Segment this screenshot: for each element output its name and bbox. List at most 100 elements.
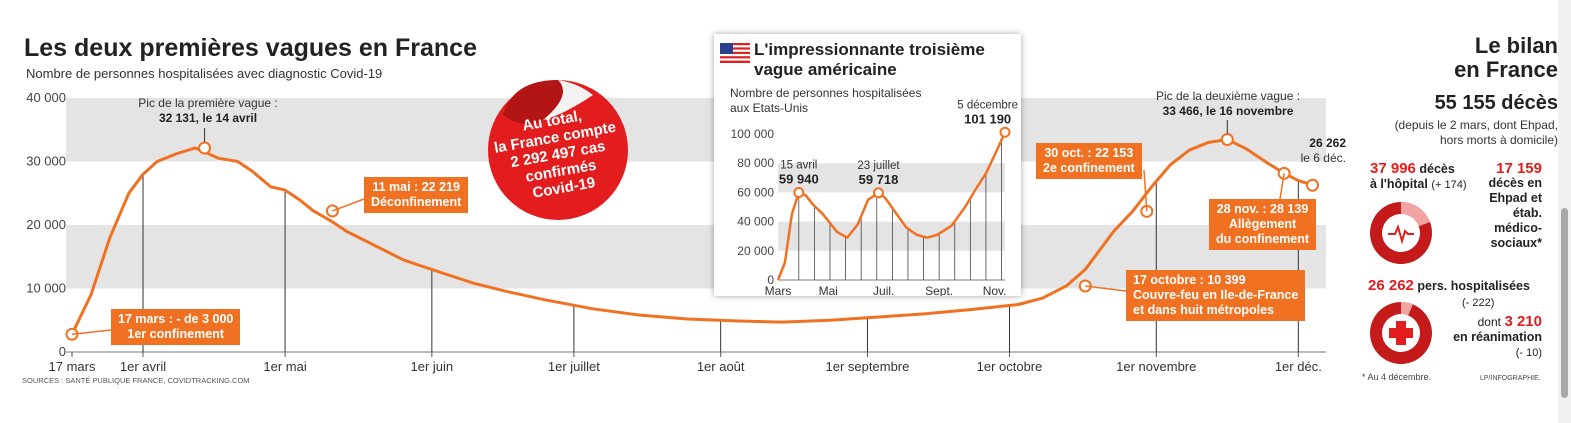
inset-title-line1: L'impressionnante troisième — [754, 40, 985, 59]
x-tick-label: 17 mars — [49, 359, 96, 374]
x-tick-label: 1er octobre — [977, 359, 1043, 374]
callout-11-mai-line1: 11 mai : 22 219 — [372, 180, 460, 194]
callout-connector — [71, 329, 112, 335]
callout-connector — [1279, 173, 1285, 200]
callout-30-oct-line1: 30 oct. : 22 153 — [1044, 146, 1134, 160]
inset-annotation-value: 101 190 — [964, 111, 1011, 126]
footnote: * Au 4 décembre. — [1362, 372, 1432, 382]
callout-connector — [332, 198, 365, 212]
peak2-label: Pic de la deuxième vague : — [1155, 89, 1301, 103]
icu-value: 3 210 — [1504, 313, 1542, 330]
deaths-donut — [1370, 202, 1432, 264]
callout-28-nov-line1: 28 nov. : 28 139 — [1216, 202, 1309, 216]
x-tick-label: 1er juillet — [548, 359, 600, 374]
peak1-label: Pic de la première vague : — [138, 96, 278, 110]
peak1-annotation: Pic de la première vague : 32 131, le 14… — [118, 96, 298, 126]
peak2-value: 33 466, le 16 novembre — [1162, 104, 1294, 118]
peak2-annotation: Pic de la deuxième vague : 33 466, le 16… — [1133, 89, 1323, 119]
inset-grid-band — [778, 221, 1005, 251]
ehpad-deaths: 17 159 décès en Ehpad et étab. médico- s… — [1470, 161, 1542, 251]
callout-17-mars: 17 mars : - de 3 000 1er confinement — [111, 309, 241, 345]
ehpad-line2: Ehpad et — [1489, 191, 1542, 205]
callout-17-octobre-line1: 17 octobre : 10 399 — [1133, 273, 1246, 287]
x-tick-label: 1er juin — [411, 359, 454, 374]
us-flag-icon — [720, 43, 750, 63]
total-deaths-note-line2: hors morts à domicile) — [1439, 133, 1558, 147]
y-tick-label: 30 000 — [26, 154, 66, 169]
callout-28-nov: 28 nov. : 28 139 Allègement du confineme… — [1209, 199, 1317, 250]
us-inset: 0 20 000 40 000 60 000 80 000 100 000 15 avril… — [714, 34, 1021, 296]
inset-subtitle-line2: aux Etats-Unis — [730, 101, 809, 115]
hospital-deaths-label: décès — [1419, 162, 1455, 176]
series-line — [70, 137, 1314, 335]
chart-title: Les deux premières vagues en France — [24, 34, 477, 62]
ehpad-deaths-value: 17 159 — [1496, 160, 1542, 177]
total-deaths: 55 155 décès — [1434, 92, 1558, 114]
inset-y-tick-label: 40 000 — [737, 215, 774, 229]
x-tick-label: 1er août — [697, 359, 745, 374]
y-tick-label: 20 000 — [26, 217, 66, 232]
inset-x-tick-label: Nov. — [983, 284, 1007, 296]
ehpad-line1: décès en — [1488, 176, 1542, 190]
us-inset-chart: 0 20 000 40 000 60 000 80 000 100 000 15 avril… — [731, 99, 1018, 296]
data-marker — [1306, 178, 1320, 192]
icu: dont 3 210 en réanimation (- 10) — [1442, 314, 1542, 361]
deaths-donut-hole — [1382, 214, 1420, 252]
inset-data-marker — [999, 126, 1011, 138]
red-cross-icon — [1389, 328, 1413, 338]
callout-11-mai-line2: Déconfinement — [371, 195, 462, 209]
inset-subtitle-line1: Nombre de personnes hospitalisées — [730, 86, 922, 100]
x-tick-label: 1er novembre — [1116, 359, 1196, 374]
callout-28-nov-line2: Allègement — [1228, 217, 1297, 231]
hospitalized: 26 262 pers. hospitalisées — [1368, 278, 1530, 294]
summary-title: Le bilan en France — [1454, 34, 1558, 82]
hospital-deaths: 37 996 décès à l'hôpital (+ 174) — [1370, 161, 1467, 193]
chart-subtitle: Nombre de personnes hospitalisées avec d… — [26, 66, 383, 81]
callout-30-oct: 30 oct. : 22 153 2e confinement — [1036, 143, 1142, 179]
inset-y-tick-label: 0 — [767, 273, 774, 287]
hospitalized-delta: (- 222) — [1462, 297, 1495, 309]
sticker-curl-back — [543, 80, 593, 120]
inset-annotation-value: 59 718 — [859, 172, 899, 187]
summary-panel: Le bilan en France 55 155 décès (depuis … — [1338, 34, 1558, 394]
hospital-deaths-value: 37 996 — [1370, 160, 1416, 177]
total-cases-sticker — [488, 80, 628, 220]
callout-30-oct-line2: 2e confinement — [1043, 161, 1135, 175]
heartbeat-icon — [1388, 224, 1414, 245]
hospitalized-value: 26 262 — [1368, 277, 1414, 294]
inset-y-tick-label: 20 000 — [737, 244, 774, 258]
last-annotation: 26 262 le 6 déc. — [1286, 136, 1346, 166]
x-tick-label: 1er mai — [263, 359, 306, 374]
ehpad-line3: étab. médico- — [1494, 206, 1542, 235]
x-tick-label: 1er déc. — [1275, 359, 1322, 374]
inset-annotation-date: 5 décembre — [957, 99, 1018, 111]
callout-17-octobre-line3: et dans huit métropoles — [1133, 303, 1274, 317]
callout-connector — [1085, 285, 1127, 292]
icu-delta: (- 10) — [1515, 347, 1542, 359]
grid-band — [66, 225, 1326, 289]
inset-annotation-value: 59 940 — [779, 171, 819, 186]
callout-11-mai: 11 mai : 22 219 Déconfinement — [364, 177, 469, 213]
data-marker — [1220, 132, 1234, 146]
total-deaths-note-line1: (depuis le 2 mars, dont Ehpad, — [1394, 118, 1558, 132]
scrollbar-thumb[interactable] — [1561, 208, 1568, 398]
inset-data-marker — [873, 187, 885, 199]
credit: LP/INFOGRAPHIE. — [1480, 375, 1541, 382]
last-value: 26 262 — [1309, 136, 1346, 150]
inset-y-tick-label: 80 000 — [737, 156, 774, 170]
inset-title-line2: vague américaine — [754, 60, 897, 79]
inset-y-tick-label: 100 000 — [731, 127, 775, 141]
summary-title-line1: Le bilan — [1474, 33, 1558, 58]
hospital-deaths-line2: à l'hôpital — [1370, 177, 1428, 191]
inset-data-marker — [793, 186, 805, 198]
summary-title-line2: en France — [1454, 57, 1558, 82]
callout-connector — [1143, 169, 1148, 212]
hospital-donut — [1370, 301, 1432, 364]
inset-annotation-date: 15 avril — [780, 159, 817, 171]
x-tick-label: 1er septembre — [826, 359, 910, 374]
source-note: SOURCES : SANTÉ PUBLIQUE FRANCE, COVIDTR… — [22, 376, 250, 385]
y-tick-label: 40 000 — [26, 90, 66, 105]
icu-prefix: dont — [1477, 315, 1501, 329]
